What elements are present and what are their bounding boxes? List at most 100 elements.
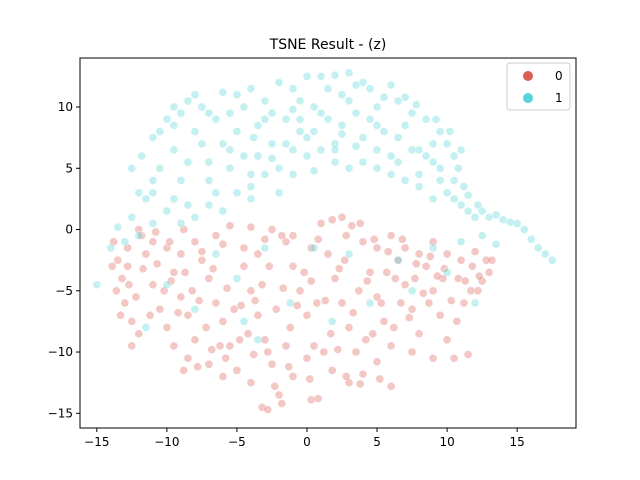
series-0-point	[180, 268, 190, 277]
series-0-point	[389, 323, 399, 332]
series-1-point	[435, 164, 445, 173]
series-1-point	[428, 157, 438, 167]
series-1-point	[330, 139, 340, 149]
series-1-point	[246, 170, 256, 179]
series-0-point	[117, 274, 127, 283]
series-1-point	[253, 121, 263, 130]
series-1-point	[204, 200, 214, 210]
series-0-point	[204, 274, 214, 283]
series-1-point	[327, 317, 337, 326]
series-0-point	[225, 341, 235, 351]
series-1-point	[484, 213, 494, 222]
series-1-point	[491, 210, 501, 220]
series-0-point	[351, 347, 361, 357]
series-0-point	[319, 347, 329, 357]
series-1-point	[169, 121, 179, 130]
series-1-point	[344, 249, 354, 259]
series-0-point	[463, 350, 473, 359]
series-0-point	[334, 264, 344, 274]
series-1-point	[372, 145, 382, 155]
series-0-point	[312, 298, 322, 308]
series-1-point	[169, 102, 179, 112]
series-0-point	[341, 231, 351, 240]
series-0-point	[446, 296, 456, 305]
x-tick-label: 10	[439, 435, 454, 449]
series-0-point	[278, 283, 288, 293]
series-1-point	[141, 194, 151, 204]
x-tick-label: −10	[154, 435, 179, 449]
series-0-point	[239, 243, 249, 253]
series-0-point	[305, 374, 315, 384]
series-0-point	[253, 310, 263, 320]
series-1-point	[162, 206, 172, 216]
series-0-point	[257, 280, 267, 290]
series-1-point	[323, 115, 333, 124]
series-1-point	[274, 78, 284, 87]
series-1-point	[428, 194, 438, 204]
series-0-point	[407, 304, 417, 314]
series-0-point	[204, 359, 214, 369]
series-0-point	[428, 237, 438, 247]
x-tick-label: 0	[303, 435, 311, 449]
series-0-point	[358, 237, 368, 247]
series-0-point	[246, 378, 256, 388]
series-0-point	[414, 329, 424, 339]
series-1-point	[155, 127, 165, 136]
series-0-point	[306, 395, 316, 405]
series-1-point	[540, 249, 550, 259]
series-0-point	[442, 335, 452, 345]
series-1-point	[232, 127, 242, 136]
series-1-point	[400, 176, 410, 185]
series-1-point	[365, 298, 375, 308]
series-1-point	[393, 157, 403, 167]
series-1-point	[162, 115, 172, 124]
series-1-point	[190, 90, 200, 100]
series-0-point	[215, 341, 225, 351]
series-0-point	[344, 323, 354, 332]
series-0-point	[124, 280, 134, 290]
series-0-point	[299, 268, 309, 277]
series-0-point	[155, 304, 165, 314]
series-1-point	[400, 121, 410, 130]
series-0-point	[411, 259, 421, 269]
series-0-point	[368, 329, 378, 339]
series-0-point	[428, 353, 438, 363]
series-1-point	[211, 249, 221, 259]
series-0-point	[169, 341, 179, 351]
series-0-point	[116, 310, 125, 320]
series-1-point	[148, 188, 158, 198]
series-1-point	[449, 151, 459, 161]
series-0-point	[211, 231, 221, 240]
series-1-point	[239, 102, 249, 112]
series-0-point	[372, 357, 382, 367]
series-0-point	[113, 255, 123, 265]
series-1-point	[533, 243, 543, 253]
series-0-point	[453, 274, 463, 283]
series-1-point	[288, 145, 298, 155]
series-0-point	[379, 317, 389, 326]
series-0-point	[284, 362, 294, 372]
series-1-point	[445, 127, 455, 136]
series-1-point	[309, 243, 319, 253]
series-1-point	[239, 317, 249, 326]
series-1-point	[239, 151, 249, 161]
series-0-point	[246, 222, 256, 232]
series-0-point	[218, 372, 228, 381]
series-1-point	[232, 188, 242, 198]
series-0-point	[281, 237, 291, 247]
series-1-point	[407, 145, 417, 155]
series-1-point	[288, 170, 298, 179]
series-1-point	[414, 145, 424, 155]
series-0-point	[337, 213, 347, 222]
series-0-point	[239, 261, 249, 271]
series-1-point	[344, 164, 354, 173]
series-0-point	[467, 261, 477, 271]
series-0-point	[327, 215, 337, 224]
series-1-point	[351, 141, 361, 151]
series-0-point	[306, 276, 316, 286]
series-1-point	[218, 139, 228, 149]
series-1-point	[134, 231, 144, 240]
series-0-point	[249, 350, 258, 359]
legend-label-0: 0	[555, 69, 563, 83]
series-0-point	[484, 268, 494, 277]
